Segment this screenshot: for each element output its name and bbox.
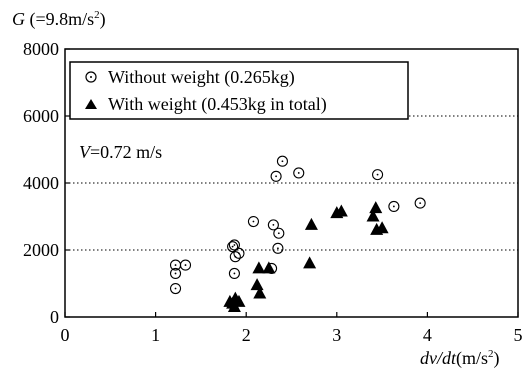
data-point-open-circle bbox=[179, 259, 192, 271]
y-tick-label: 4000 bbox=[23, 173, 59, 193]
data-point-open-circle bbox=[276, 155, 288, 167]
data-point-open-circle bbox=[228, 239, 240, 251]
data-point-open-circle bbox=[267, 219, 279, 231]
legend-box bbox=[69, 61, 409, 120]
data-point-filled-triangle bbox=[369, 201, 383, 214]
data-point-filled-triangle bbox=[250, 278, 264, 291]
velocity-annotation: V=0.72 m/s bbox=[79, 142, 162, 162]
series-with-weight bbox=[223, 201, 389, 312]
legend-label-without-weight: Without weight (0.265kg) bbox=[108, 67, 295, 88]
legend-marker-filled-triangle bbox=[85, 99, 97, 109]
legend: Without weight (0.265kg) With weight (0.… bbox=[69, 61, 409, 120]
plot-frame bbox=[64, 48, 519, 318]
data-point-open-circle bbox=[270, 170, 282, 182]
data-point-filled-triangle bbox=[232, 294, 246, 307]
data-point-open-circle bbox=[227, 241, 239, 253]
y-tick-label: 0 bbox=[50, 307, 59, 327]
data-point-open-circle bbox=[414, 197, 426, 209]
x-tick-labels: 0 1 2 3 4 5 bbox=[61, 325, 523, 345]
data-point-open-circle bbox=[388, 200, 400, 212]
x-tick-label: 5 bbox=[514, 325, 523, 345]
grid-lines bbox=[65, 115, 518, 251]
data-point-filled-triangle bbox=[366, 209, 380, 222]
data-point-open-circle bbox=[233, 247, 245, 259]
y-axis-title: G (=9.8m/s2) bbox=[12, 9, 106, 30]
data-point-filled-triangle bbox=[262, 261, 276, 274]
x-tick-label: 4 bbox=[423, 325, 432, 345]
x-tick-label: 0 bbox=[61, 325, 70, 345]
x-tick-label: 2 bbox=[242, 325, 251, 345]
y-tick-labels: 0 2000 4000 6000 8000 bbox=[23, 39, 59, 327]
x-axis-title: dv/dt(m/s2) bbox=[420, 348, 500, 369]
data-point-open-circle bbox=[169, 282, 182, 295]
y-tick-label: 6000 bbox=[23, 106, 59, 126]
data-point-filled-triangle bbox=[375, 221, 389, 234]
y-tick-label: 8000 bbox=[23, 39, 59, 59]
data-point-filled-triangle bbox=[253, 286, 267, 299]
data-point-filled-triangle bbox=[303, 256, 317, 269]
data-point-filled-triangle bbox=[252, 261, 266, 274]
data-point-filled-triangle bbox=[334, 204, 348, 217]
data-point-open-circle bbox=[247, 215, 259, 228]
data-point-filled-triangle bbox=[304, 217, 318, 230]
y-tick-label: 2000 bbox=[23, 240, 59, 260]
x-tick-label: 1 bbox=[151, 325, 160, 345]
data-point-open-circle bbox=[273, 227, 285, 239]
data-point-open-circle bbox=[293, 167, 305, 179]
series-without-weight bbox=[169, 155, 426, 295]
data-point-open-circle bbox=[228, 267, 240, 280]
legend-marker-open-circle bbox=[85, 71, 97, 83]
data-point-open-circle bbox=[272, 242, 284, 254]
data-point-open-circle bbox=[169, 267, 182, 280]
data-point-open-circle bbox=[372, 169, 384, 181]
legend-label-with-weight: With weight (0.453kg in total) bbox=[108, 94, 327, 115]
x-tick-label: 3 bbox=[332, 325, 341, 345]
